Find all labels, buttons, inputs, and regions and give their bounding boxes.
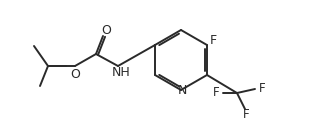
Text: O: O (70, 67, 80, 81)
Text: NH: NH (112, 67, 130, 79)
Text: N: N (177, 84, 187, 98)
Text: O: O (101, 25, 111, 37)
Text: F: F (209, 34, 216, 46)
Text: F: F (243, 109, 249, 121)
Text: F: F (213, 86, 219, 100)
Text: F: F (259, 82, 265, 95)
